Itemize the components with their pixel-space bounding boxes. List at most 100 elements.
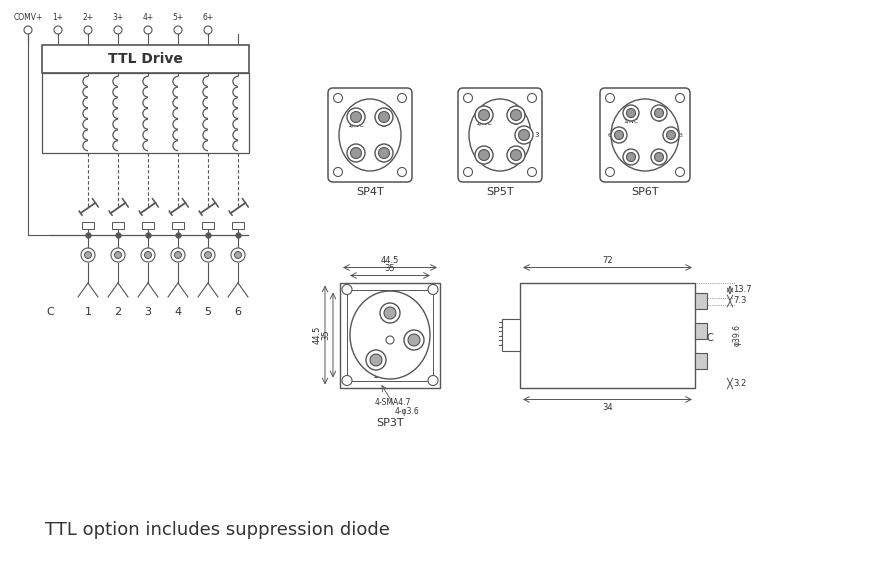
Text: 1/NC: 1/NC	[476, 120, 492, 126]
Text: 1: 1	[425, 335, 430, 344]
Circle shape	[528, 168, 537, 177]
Text: 3: 3	[679, 132, 683, 137]
Circle shape	[623, 105, 639, 121]
Text: 2+: 2+	[83, 13, 93, 22]
Circle shape	[463, 94, 472, 103]
Text: 3: 3	[381, 154, 386, 160]
Bar	[340, 283, 440, 388]
Circle shape	[478, 109, 490, 121]
Circle shape	[626, 108, 635, 117]
Circle shape	[334, 168, 343, 177]
Circle shape	[519, 130, 529, 140]
Circle shape	[408, 334, 420, 346]
Circle shape	[204, 26, 212, 34]
Circle shape	[144, 251, 152, 259]
Circle shape	[370, 354, 382, 366]
Circle shape	[663, 127, 679, 143]
Bar	[112, 222, 124, 229]
Text: C: C	[707, 333, 714, 343]
Text: 7.3: 7.3	[733, 296, 746, 305]
Text: 2: 2	[514, 120, 518, 126]
Circle shape	[507, 146, 525, 164]
Text: 2: 2	[657, 118, 661, 123]
Text: 2: 2	[374, 371, 378, 380]
Text: 34: 34	[603, 402, 613, 412]
Text: 3: 3	[534, 132, 538, 138]
Text: 72: 72	[603, 255, 613, 264]
Circle shape	[375, 108, 393, 126]
Circle shape	[201, 248, 215, 262]
Text: TTL Drive: TTL Drive	[108, 52, 183, 66]
Text: 5: 5	[629, 159, 633, 164]
Circle shape	[510, 109, 522, 121]
Text: 3+: 3+	[113, 13, 123, 22]
Text: 6+: 6+	[203, 13, 213, 22]
Circle shape	[111, 248, 125, 262]
Circle shape	[676, 168, 685, 177]
Circle shape	[144, 26, 152, 34]
Circle shape	[515, 126, 533, 144]
Text: 1: 1	[85, 307, 92, 317]
Circle shape	[623, 149, 639, 165]
Circle shape	[478, 149, 490, 160]
Text: 35: 35	[385, 264, 396, 273]
Text: 2: 2	[381, 122, 386, 128]
Text: C: C	[46, 307, 54, 317]
Text: SP4T: SP4T	[356, 187, 384, 197]
Text: 6: 6	[234, 307, 241, 317]
Circle shape	[611, 127, 627, 143]
Circle shape	[379, 148, 389, 159]
Text: 13.7: 13.7	[733, 285, 751, 294]
Text: 5: 5	[482, 156, 486, 162]
Text: 1/NC: 1/NC	[348, 122, 365, 128]
Text: COMV+: COMV+	[13, 13, 42, 22]
Text: 4: 4	[174, 307, 181, 317]
Circle shape	[605, 168, 615, 177]
Circle shape	[334, 94, 343, 103]
Text: 4+: 4+	[143, 13, 153, 22]
Text: 5: 5	[204, 307, 211, 317]
FancyBboxPatch shape	[458, 88, 542, 182]
Text: 1+: 1+	[53, 13, 63, 22]
Circle shape	[655, 153, 663, 162]
Text: 6: 6	[607, 132, 611, 137]
Text: NC: NC	[401, 309, 412, 318]
FancyBboxPatch shape	[600, 88, 690, 182]
Text: SP6T: SP6T	[631, 187, 659, 197]
Circle shape	[626, 153, 635, 162]
Bar	[695, 323, 707, 338]
Text: 2: 2	[115, 307, 122, 317]
Circle shape	[507, 106, 525, 124]
Text: 1/NC: 1/NC	[624, 118, 639, 123]
Bar	[42, 45, 249, 73]
Circle shape	[115, 251, 122, 259]
Text: 4: 4	[354, 154, 359, 160]
Circle shape	[605, 94, 615, 103]
Circle shape	[615, 131, 624, 140]
Circle shape	[475, 106, 493, 124]
Circle shape	[386, 336, 394, 344]
Text: φ39.6: φ39.6	[733, 324, 742, 346]
Circle shape	[342, 375, 352, 385]
Text: 4-φ3.6: 4-φ3.6	[395, 407, 419, 416]
Bar	[695, 352, 707, 369]
Text: SP3T: SP3T	[376, 417, 403, 427]
Circle shape	[651, 105, 667, 121]
Bar	[695, 292, 707, 309]
Ellipse shape	[350, 291, 430, 379]
Circle shape	[171, 248, 185, 262]
Bar	[82, 222, 94, 229]
Text: 35: 35	[321, 330, 330, 341]
Circle shape	[404, 330, 424, 350]
Ellipse shape	[469, 99, 531, 171]
Circle shape	[85, 251, 92, 259]
Circle shape	[510, 149, 522, 160]
Text: SP5T: SP5T	[486, 187, 514, 197]
Ellipse shape	[339, 99, 401, 171]
Circle shape	[397, 168, 406, 177]
Circle shape	[84, 26, 92, 34]
Text: 44.5: 44.5	[381, 255, 399, 264]
Text: 3: 3	[144, 307, 152, 317]
Circle shape	[397, 94, 406, 103]
Circle shape	[347, 108, 365, 126]
